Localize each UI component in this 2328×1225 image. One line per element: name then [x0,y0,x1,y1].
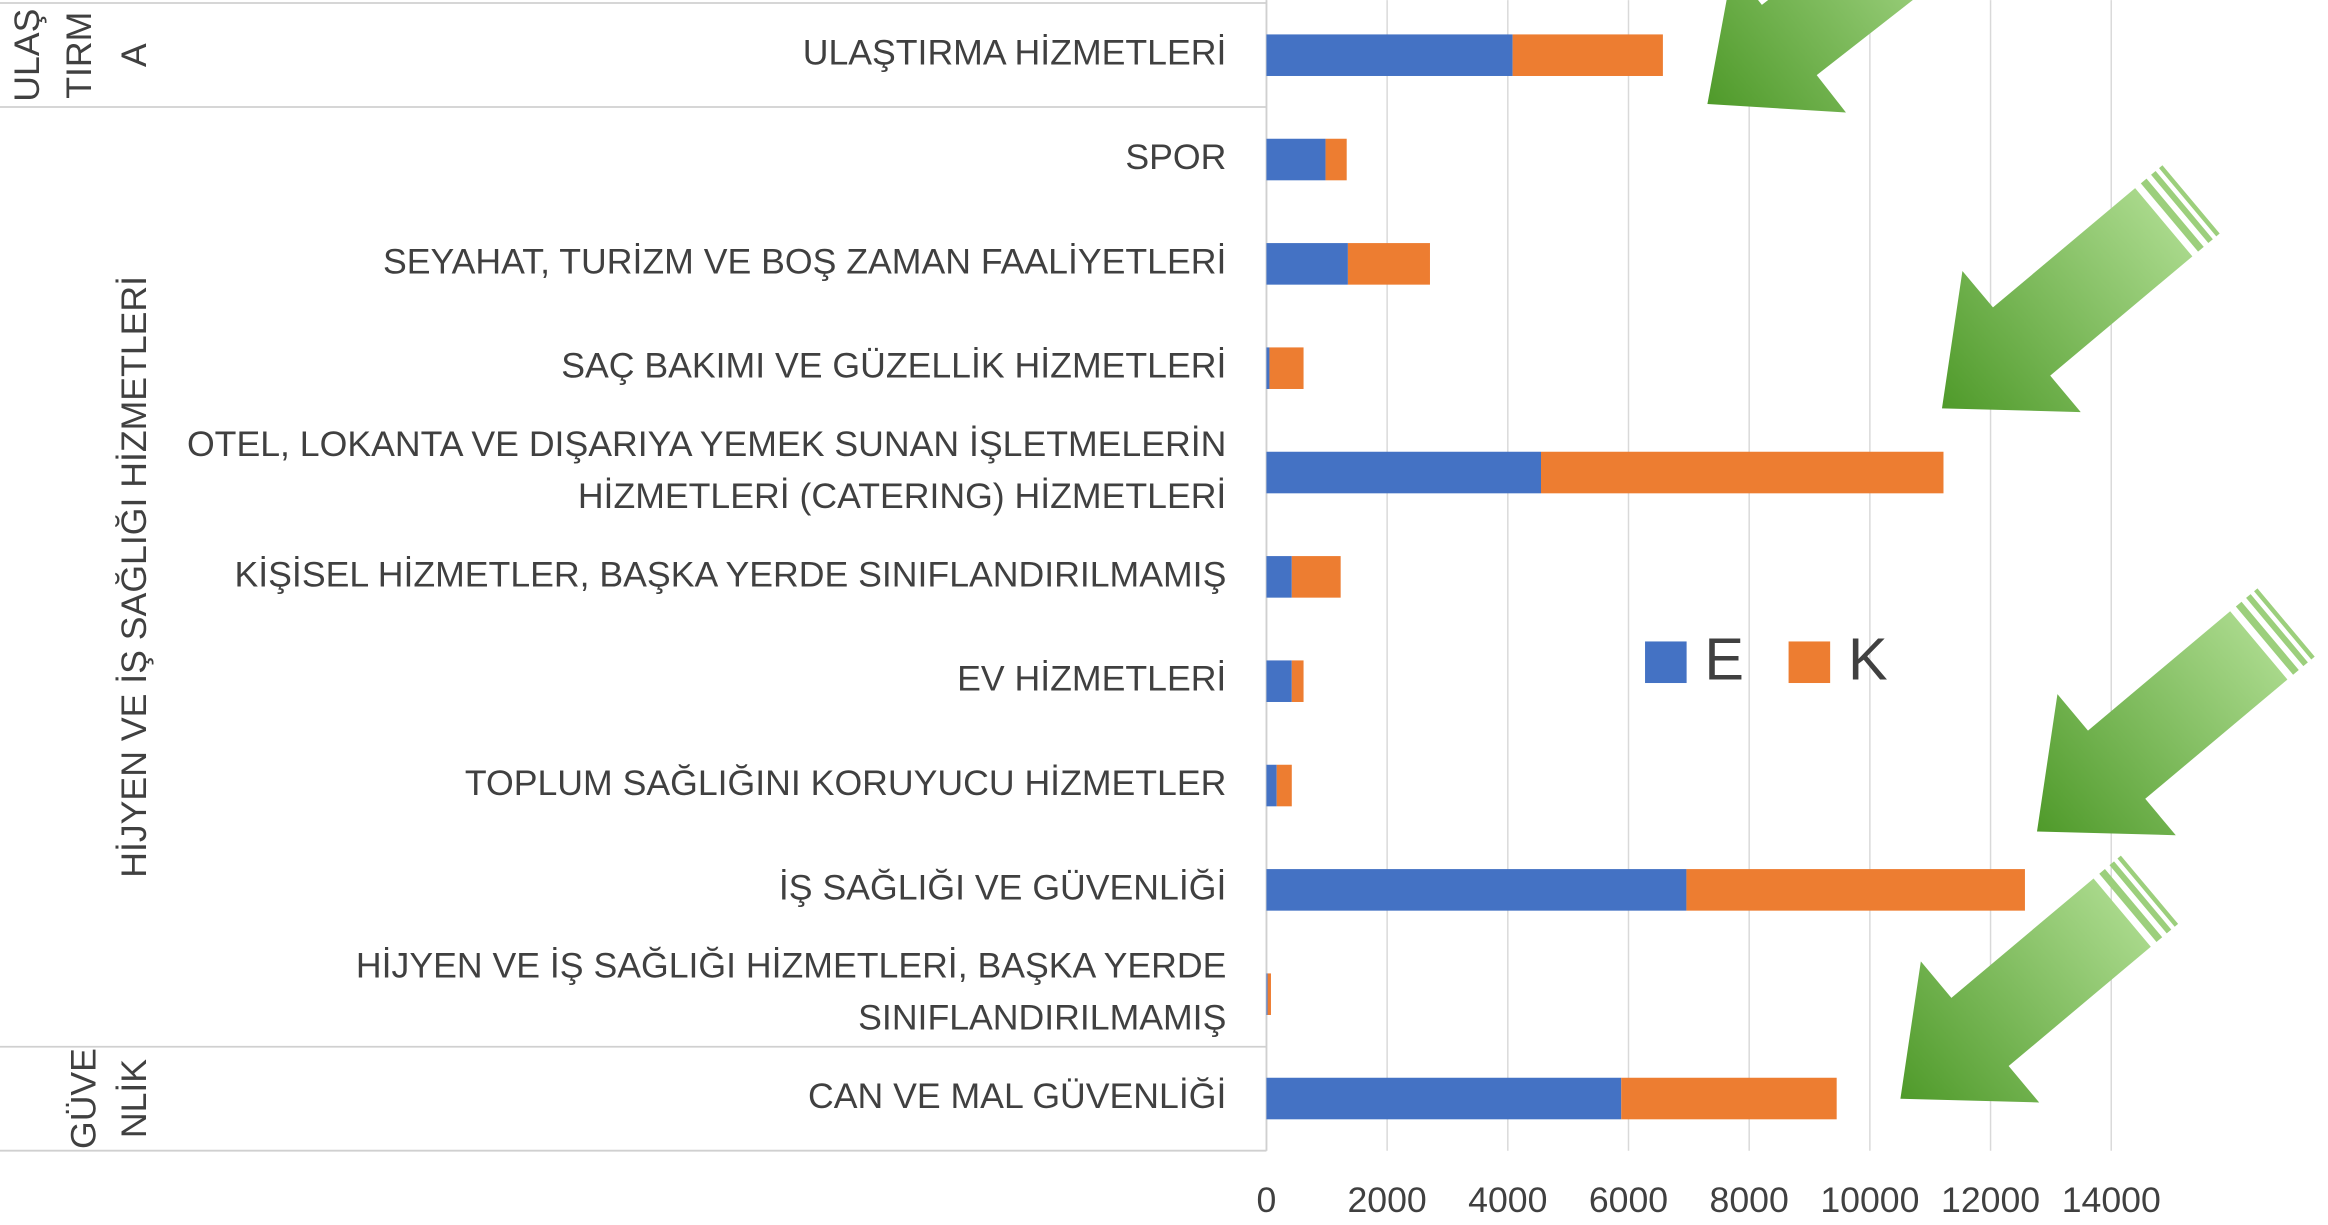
bar-segment [1266,660,1292,702]
category-label: CAN VE MAL GÜVENLİĞİ [808,1076,1226,1116]
bar-segment [1266,138,1326,181]
bar-segment [1266,869,1687,911]
bar-segment [1621,1077,1837,1120]
category-label: İŞ SAĞLIĞI VE GÜVENLİĞİ [779,867,1226,907]
x-tick-label: 8000 [1710,1180,1789,1220]
category-label: ULAŞTIRMA HİZMETLERİ [803,33,1227,73]
bar-segment [1266,243,1348,285]
x-tick-label: 2000 [1347,1180,1426,1220]
x-tick-label: 12000 [1941,1180,2040,1220]
bar-segment [1512,34,1663,76]
category-label: HİJYEN VE İŞ SAĞLIĞI HİZMETLERİ, BAŞKA Y… [356,946,1226,986]
x-tick-label: 10000 [1820,1180,1919,1220]
bar-segment [1266,764,1277,807]
group-label: GÜVE [64,1048,104,1149]
decorative-arrows [1650,0,2328,1170]
bar-segment [1266,347,1270,389]
category-label: TOPLUM SAĞLIĞINI KORUYUCU HİZMETLER [465,763,1226,803]
category-label: SEYAHAT, TURİZM VE BOŞ ZAMAN FAALİYETLER… [383,241,1226,281]
legend-swatch [1788,641,1831,684]
bar-segment [1325,138,1347,181]
bar-segment [1269,347,1304,389]
grid [1265,0,2112,1151]
category-label: SPOR [1125,137,1226,177]
bar-segment [1266,973,1268,1015]
category-label: KİŞİSEL HİZMETLER, BAŞKA YERDE SINIFLAND… [235,554,1227,594]
group-label: TIRM [59,12,99,99]
legend-label: K [1848,625,1888,692]
category-label: SAÇ BAKIMI VE GÜZELLİK HİZMETLERİ [561,346,1226,386]
bar-segment [1291,556,1341,598]
x-tick-label: 14000 [2062,1180,2161,1220]
category-label: HİZMETLERİ (CATERING) HİZMETLERİ [578,476,1227,516]
group-label: A [114,43,154,67]
category-label: EV HİZMETLERİ [957,659,1226,699]
bar-segment [1266,1077,1622,1120]
bar-segment [1267,973,1271,1015]
bar-segment [1291,660,1304,702]
category-label: OTEL, LOKANTA VE DIŞARIYA YEMEK SUNAN İŞ… [187,424,1226,464]
bar-segment [1266,451,1542,494]
group-label: ULAŞ [7,9,47,102]
bar-segment [1266,34,1513,76]
category-label: SINIFLANDIRILMAMIŞ [858,998,1226,1038]
group-label: NLİK [114,1059,154,1138]
bar-segment [1276,764,1292,807]
x-tick-label: 0 [1257,1180,1277,1220]
legend-swatch [1645,641,1687,684]
x-tick-label: 6000 [1589,1180,1668,1220]
bar-segment [1266,556,1292,598]
bar-segment [1347,243,1430,285]
bar-segment [1541,451,1944,494]
group-label: HİJYEN VE İŞ SAĞLIĞI HİZMETLERİ [114,276,154,878]
legend-label: E [1704,625,1744,692]
bar-segment [1686,869,2025,911]
x-tick-label: 4000 [1468,1180,1547,1220]
